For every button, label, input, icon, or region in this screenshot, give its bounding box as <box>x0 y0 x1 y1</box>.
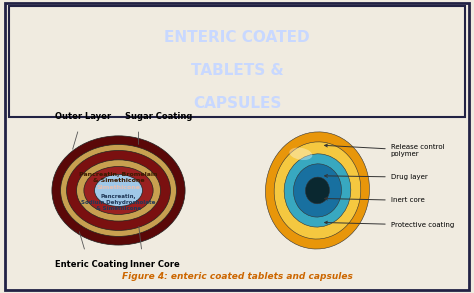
Text: Inert core: Inert core <box>325 197 424 203</box>
Ellipse shape <box>52 136 185 245</box>
Ellipse shape <box>293 164 341 217</box>
Ellipse shape <box>61 144 176 236</box>
Text: CAPSULES: CAPSULES <box>193 96 281 111</box>
Ellipse shape <box>66 151 171 230</box>
Ellipse shape <box>265 132 369 249</box>
Ellipse shape <box>305 177 329 204</box>
Text: ENTERIC COATED: ENTERIC COATED <box>164 30 310 45</box>
Text: TABLETS &: TABLETS & <box>191 63 283 78</box>
Ellipse shape <box>284 154 351 227</box>
Text: Figure 4: enteric coated tablets and capsules: Figure 4: enteric coated tablets and cap… <box>121 272 353 281</box>
Ellipse shape <box>274 142 361 239</box>
Text: Simethicone: Simethicone <box>97 185 140 190</box>
Ellipse shape <box>76 160 161 221</box>
Text: Drug layer: Drug layer <box>325 174 428 180</box>
Text: Outer Layer: Outer Layer <box>55 112 111 120</box>
Ellipse shape <box>94 174 143 207</box>
Ellipse shape <box>289 148 312 160</box>
Text: Release control
polymer: Release control polymer <box>325 144 444 157</box>
Ellipse shape <box>84 166 153 214</box>
Text: Inner Core: Inner Core <box>130 260 180 269</box>
Text: Pancreatin,
Sodium Dehydrocholate
& Simethicone: Pancreatin, Sodium Dehydrocholate & Sime… <box>82 194 155 211</box>
Text: Enteric Coating: Enteric Coating <box>55 260 128 269</box>
Text: Protective coating: Protective coating <box>325 221 454 228</box>
Text: Sugar Coating: Sugar Coating <box>125 112 192 120</box>
Text: Pancreatin, Bromelain
& Simethicone: Pancreatin, Bromelain & Simethicone <box>79 172 158 183</box>
